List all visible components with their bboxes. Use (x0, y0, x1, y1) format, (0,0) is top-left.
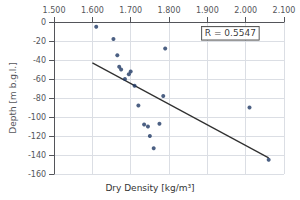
svg-text:-40: -40 (33, 56, 46, 65)
svg-text:R = 0.5547: R = 0.5547 (205, 28, 256, 38)
svg-text:0: 0 (41, 18, 46, 27)
svg-text:1.500: 1.500 (43, 6, 66, 15)
svg-text:1.700: 1.700 (119, 6, 142, 15)
svg-text:1.900: 1.900 (196, 6, 219, 15)
svg-text:-60: -60 (33, 75, 46, 84)
svg-text:2.000: 2.000 (234, 6, 257, 15)
svg-text:-20: -20 (33, 37, 46, 46)
svg-text:-100: -100 (28, 113, 46, 122)
svg-text:-120: -120 (28, 132, 46, 141)
svg-text:Depth [m b.g.l.]: Depth [m b.g.l.] (8, 62, 18, 133)
svg-text:-140: -140 (28, 151, 46, 160)
svg-text:-160: -160 (28, 170, 46, 179)
svg-text:-80: -80 (33, 94, 46, 103)
svg-text:1.600: 1.600 (81, 6, 104, 15)
svg-text:1.800: 1.800 (158, 6, 181, 15)
svg-text:Dry Density [kg/m³]: Dry Density [kg/m³] (105, 183, 194, 193)
svg-text:2.100: 2.100 (273, 6, 296, 15)
